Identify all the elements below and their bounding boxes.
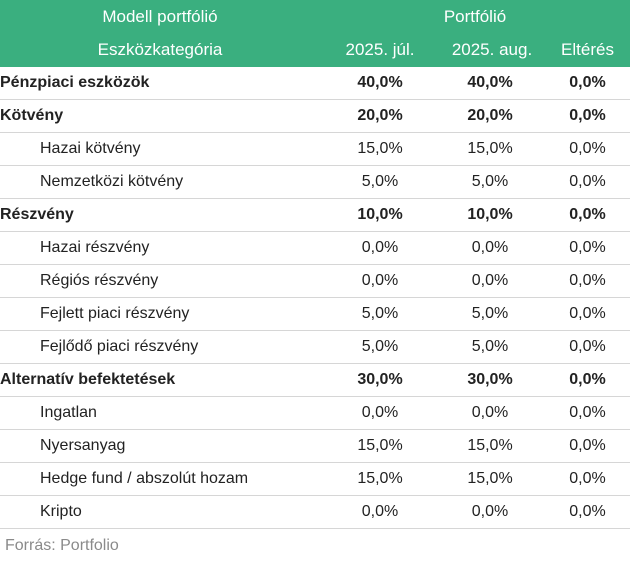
- table-row: Fejlődő piaci részvény 5,0% 5,0% 0,0%: [0, 330, 630, 364]
- value-diff: 0,0%: [545, 330, 630, 364]
- row-label: Kripto: [0, 495, 325, 529]
- header-row-top: Modell portfólió Portfólió: [0, 0, 630, 33]
- header-asset-category: Eszközkategória: [97, 39, 223, 59]
- value-aug: 15,0%: [435, 429, 545, 463]
- row-label: Nyersanyag: [0, 429, 325, 463]
- value-aug: 0,0%: [435, 396, 545, 430]
- value-aug: 15,0%: [435, 462, 545, 496]
- value-jul: 10,0%: [325, 198, 435, 232]
- header-model-portfolio: Modell portfólió: [102, 6, 218, 26]
- value-diff: 0,0%: [545, 67, 630, 100]
- source-note: Forrás: Portfolio: [5, 537, 119, 554]
- value-aug: 10,0%: [435, 198, 545, 232]
- value-jul: 5,0%: [325, 330, 435, 364]
- value-aug: 40,0%: [435, 67, 545, 100]
- value-jul: 40,0%: [325, 67, 435, 100]
- table-row: Részvény 10,0% 10,0% 0,0%: [0, 198, 630, 232]
- allocation-table: Pénzpiaci eszközök 40,0% 40,0% 0,0% Kötv…: [0, 67, 630, 529]
- value-jul: 0,0%: [325, 396, 435, 430]
- row-label: Régiós részvény: [0, 264, 325, 298]
- value-diff: 0,0%: [545, 99, 630, 133]
- row-label: Ingatlan: [0, 396, 325, 430]
- value-jul: 5,0%: [325, 297, 435, 331]
- table-row: Hazai részvény 0,0% 0,0% 0,0%: [0, 231, 630, 265]
- value-aug: 15,0%: [435, 132, 545, 166]
- row-label: Kötvény: [0, 99, 325, 133]
- value-aug: 20,0%: [435, 99, 545, 133]
- table-row: Kötvény 20,0% 20,0% 0,0%: [0, 99, 630, 133]
- value-jul: 5,0%: [325, 165, 435, 199]
- value-aug: 5,0%: [435, 165, 545, 199]
- table-row: Alternatív befektetések 30,0% 30,0% 0,0%: [0, 363, 630, 397]
- table-row: Hazai kötvény 15,0% 15,0% 0,0%: [0, 132, 630, 166]
- row-label: Pénzpiaci eszközök: [0, 67, 325, 100]
- value-jul: 0,0%: [325, 264, 435, 298]
- table-row: Kripto 0,0% 0,0% 0,0%: [0, 495, 630, 529]
- header-row-bottom: Eszközkategória 2025. júl. 2025. aug. El…: [0, 33, 630, 66]
- row-label: Hazai kötvény: [0, 132, 325, 166]
- value-diff: 0,0%: [545, 264, 630, 298]
- table-row: Régiós részvény 0,0% 0,0% 0,0%: [0, 264, 630, 298]
- value-diff: 0,0%: [545, 297, 630, 331]
- header-col-aug: 2025. aug.: [451, 39, 533, 59]
- table-row: Ingatlan 0,0% 0,0% 0,0%: [0, 396, 630, 430]
- value-jul: 15,0%: [325, 132, 435, 166]
- value-aug: 0,0%: [435, 264, 545, 298]
- value-jul: 0,0%: [325, 495, 435, 529]
- value-diff: 0,0%: [545, 165, 630, 199]
- value-diff: 0,0%: [545, 495, 630, 529]
- value-jul: 15,0%: [325, 429, 435, 463]
- value-diff: 0,0%: [545, 132, 630, 166]
- value-diff: 0,0%: [545, 198, 630, 232]
- value-diff: 0,0%: [545, 231, 630, 265]
- table-row: Nemzetközi kötvény 5,0% 5,0% 0,0%: [0, 165, 630, 199]
- table-row: Nyersanyag 15,0% 15,0% 0,0%: [0, 429, 630, 463]
- header-portfolio: Portfólió: [443, 6, 507, 26]
- value-jul: 20,0%: [325, 99, 435, 133]
- table-row: Fejlett piaci részvény 5,0% 5,0% 0,0%: [0, 297, 630, 331]
- value-jul: 15,0%: [325, 462, 435, 496]
- row-label: Hedge fund / abszolút hozam: [0, 462, 325, 496]
- value-diff: 0,0%: [545, 396, 630, 430]
- value-aug: 30,0%: [435, 363, 545, 397]
- value-diff: 0,0%: [545, 363, 630, 397]
- row-label: Részvény: [0, 198, 325, 232]
- row-label: Alternatív befektetések: [0, 363, 325, 397]
- value-aug: 5,0%: [435, 330, 545, 364]
- table-header: Modell portfólió Portfólió Eszközkategór…: [0, 0, 630, 67]
- value-diff: 0,0%: [545, 429, 630, 463]
- row-label: Nemzetközi kötvény: [0, 165, 325, 199]
- value-aug: 5,0%: [435, 297, 545, 331]
- row-label: Fejlődő piaci részvény: [0, 330, 325, 364]
- value-jul: 30,0%: [325, 363, 435, 397]
- value-aug: 0,0%: [435, 231, 545, 265]
- header-col-diff: Eltérés: [561, 39, 614, 59]
- value-jul: 0,0%: [325, 231, 435, 265]
- row-label: Fejlett piaci részvény: [0, 297, 325, 331]
- value-diff: 0,0%: [545, 462, 630, 496]
- value-aug: 0,0%: [435, 495, 545, 529]
- header-col-jul: 2025. júl.: [345, 39, 415, 59]
- row-label: Hazai részvény: [0, 231, 325, 265]
- table-row: Hedge fund / abszolút hozam 15,0% 15,0% …: [0, 462, 630, 496]
- table-row: Pénzpiaci eszközök 40,0% 40,0% 0,0%: [0, 67, 630, 100]
